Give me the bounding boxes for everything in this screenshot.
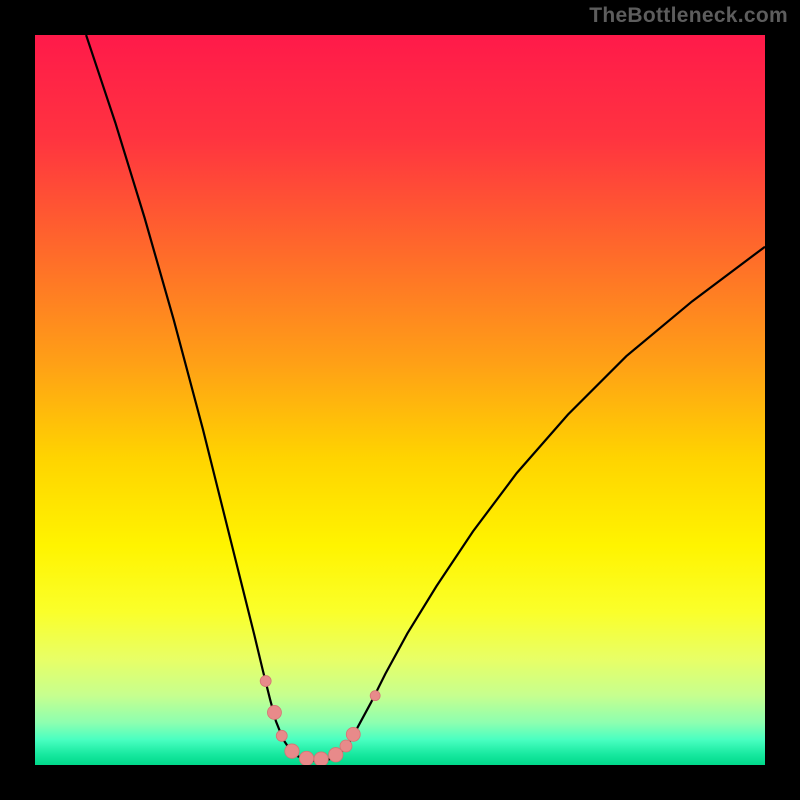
- data-marker: [346, 727, 360, 741]
- data-marker: [267, 705, 281, 719]
- data-marker: [340, 740, 352, 752]
- data-marker: [314, 752, 328, 765]
- curve-right-branch: [312, 247, 765, 761]
- data-marker: [260, 676, 271, 687]
- data-marker: [285, 744, 299, 758]
- watermark-text: TheBottleneck.com: [589, 4, 788, 28]
- plot-area: [35, 35, 765, 765]
- data-marker: [370, 691, 380, 701]
- curve-left-branch: [86, 35, 312, 761]
- data-marker: [276, 730, 287, 741]
- data-marker: [299, 751, 313, 765]
- curve-layer: [35, 35, 765, 765]
- chart-outer-frame: TheBottleneck.com: [0, 0, 800, 800]
